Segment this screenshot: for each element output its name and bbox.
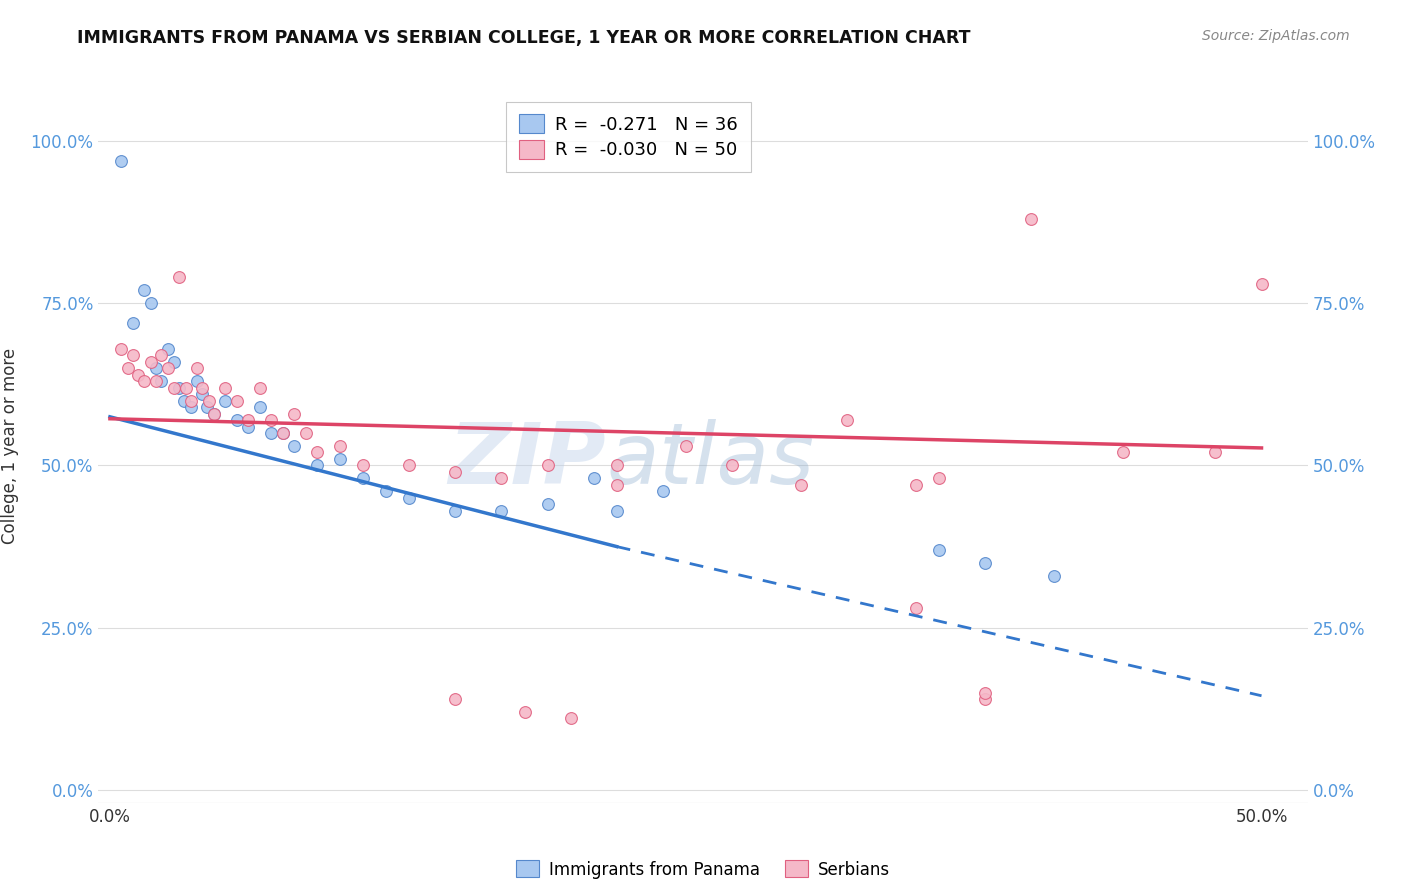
Point <box>214 381 236 395</box>
Point <box>790 478 813 492</box>
Point <box>307 445 329 459</box>
Point <box>444 504 467 518</box>
Point <box>974 692 997 706</box>
Point <box>110 153 132 168</box>
Point <box>156 361 179 376</box>
Point <box>271 425 294 440</box>
Point <box>260 413 283 427</box>
Point <box>141 296 163 310</box>
Point <box>1019 211 1042 226</box>
Point <box>560 711 582 725</box>
Point <box>249 400 271 414</box>
Point <box>582 471 605 485</box>
Point <box>444 692 467 706</box>
Point <box>110 342 132 356</box>
Point <box>236 413 259 427</box>
Point <box>536 458 558 473</box>
Point <box>260 425 283 440</box>
Point <box>117 361 139 376</box>
Point <box>127 368 149 382</box>
Point <box>145 374 167 388</box>
Point <box>163 354 186 368</box>
Point <box>145 361 167 376</box>
Point <box>974 556 997 570</box>
Point <box>675 439 697 453</box>
Point <box>905 601 928 615</box>
Point <box>491 471 513 485</box>
Point <box>134 283 156 297</box>
Point <box>271 425 294 440</box>
Point <box>122 348 145 362</box>
Point <box>1112 445 1135 459</box>
Point <box>149 348 172 362</box>
Point <box>905 478 928 492</box>
Point <box>191 387 214 401</box>
Point <box>156 342 179 356</box>
Point <box>513 705 536 719</box>
Point <box>352 458 374 473</box>
Point <box>191 381 214 395</box>
Point <box>283 407 305 421</box>
Point <box>214 393 236 408</box>
Point <box>974 685 997 699</box>
Point <box>249 381 271 395</box>
Point <box>122 316 145 330</box>
Point <box>398 458 420 473</box>
Legend: Immigrants from Panama, Serbians: Immigrants from Panama, Serbians <box>506 850 900 888</box>
Text: ZIP: ZIP <box>449 418 606 502</box>
Point <box>606 478 628 492</box>
Point <box>329 452 352 467</box>
Point <box>294 425 316 440</box>
Point <box>174 381 197 395</box>
Point <box>1250 277 1272 291</box>
Text: IMMIGRANTS FROM PANAMA VS SERBIAN COLLEGE, 1 YEAR OR MORE CORRELATION CHART: IMMIGRANTS FROM PANAMA VS SERBIAN COLLEG… <box>77 29 970 46</box>
Point <box>398 491 420 505</box>
Point <box>236 419 259 434</box>
Point <box>225 413 247 427</box>
Point <box>329 439 352 453</box>
Point <box>1043 568 1066 582</box>
Point <box>835 413 858 427</box>
Point <box>202 407 225 421</box>
Text: Source: ZipAtlas.com: Source: ZipAtlas.com <box>1202 29 1350 43</box>
Point <box>202 407 225 421</box>
Text: atlas: atlas <box>606 418 814 502</box>
Point <box>283 439 305 453</box>
Point <box>163 381 186 395</box>
Point <box>307 458 329 473</box>
Point <box>134 374 156 388</box>
Point <box>149 374 172 388</box>
Point <box>195 400 218 414</box>
Point <box>720 458 742 473</box>
Point <box>186 361 208 376</box>
Point <box>167 381 190 395</box>
Point <box>375 484 398 499</box>
Point <box>186 374 208 388</box>
Point <box>928 471 950 485</box>
Point <box>141 354 163 368</box>
Point <box>491 504 513 518</box>
Point <box>173 393 195 408</box>
Point <box>352 471 374 485</box>
Point <box>167 270 190 285</box>
Point <box>198 393 221 408</box>
Point <box>606 504 628 518</box>
Point <box>928 542 950 557</box>
Point <box>180 400 202 414</box>
Y-axis label: College, 1 year or more: College, 1 year or more <box>1 348 20 544</box>
Point <box>180 393 202 408</box>
Point <box>651 484 673 499</box>
Point <box>536 497 558 511</box>
Point <box>444 465 467 479</box>
Point <box>225 393 247 408</box>
Point <box>606 458 628 473</box>
Point <box>1204 445 1226 459</box>
